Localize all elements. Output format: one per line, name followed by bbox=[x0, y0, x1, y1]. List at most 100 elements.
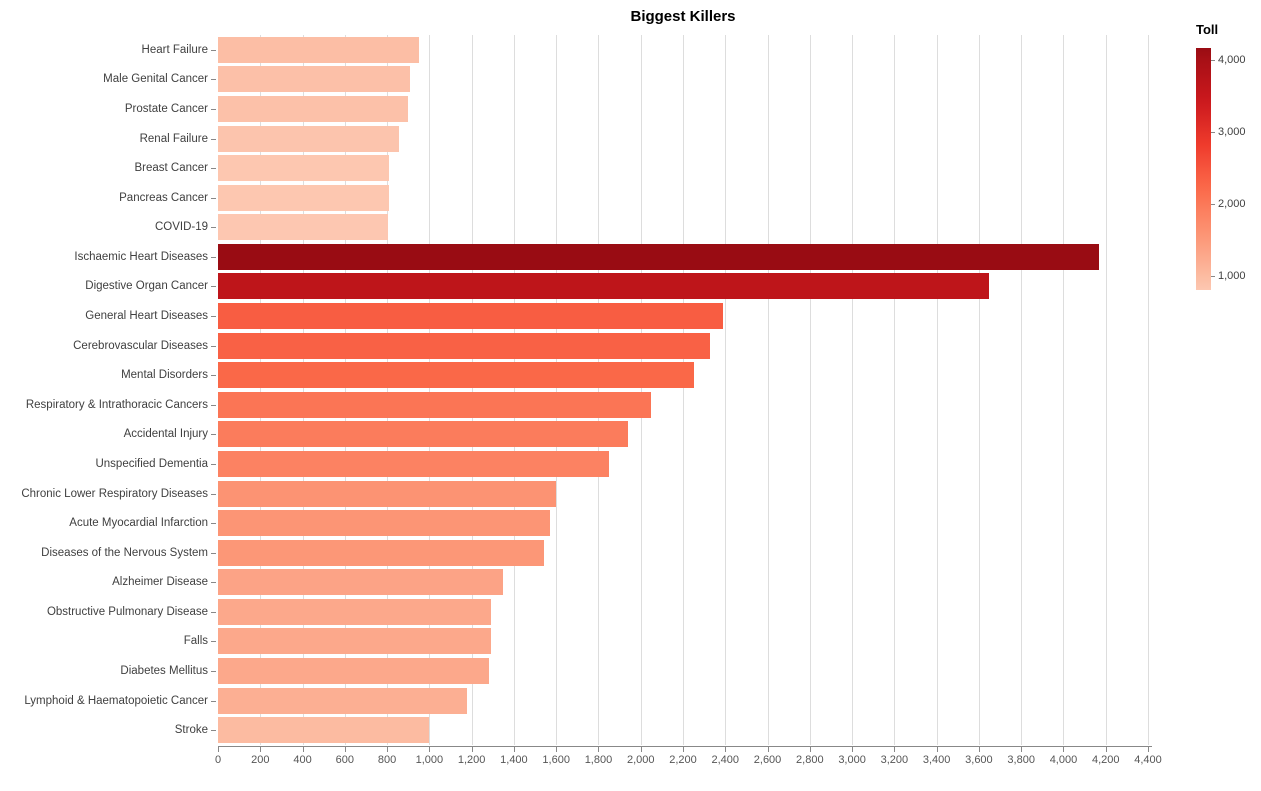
bar[interactable] bbox=[218, 687, 468, 714]
y-axis-label: Acute Myocardial Infarction bbox=[69, 517, 208, 530]
y-axis-label: Falls bbox=[183, 635, 208, 648]
y-axis-label: Diseases of the Nervous System bbox=[41, 546, 208, 559]
y-axis-label: Renal Failure bbox=[139, 132, 208, 145]
y-axis-tick bbox=[211, 730, 216, 732]
x-axis-tick-label: 400 bbox=[293, 753, 312, 766]
y-axis-tick bbox=[211, 404, 216, 406]
gridline bbox=[1105, 35, 1107, 745]
bar[interactable] bbox=[218, 450, 610, 477]
gridline bbox=[387, 35, 389, 745]
y-axis-label: Pancreas Cancer bbox=[119, 191, 208, 204]
x-axis-tick-label: 0 bbox=[214, 753, 222, 766]
x-axis-tick-label: 3,200 bbox=[880, 753, 909, 766]
y-axis-label: Heart Failure bbox=[141, 43, 208, 56]
x-axis-tick bbox=[429, 746, 431, 752]
x-axis-tick-label: 1,000 bbox=[415, 753, 444, 766]
y-axis-tick bbox=[211, 375, 216, 377]
bar[interactable] bbox=[218, 658, 489, 685]
gridline bbox=[852, 35, 854, 745]
x-axis-tick bbox=[725, 746, 727, 752]
bar[interactable] bbox=[218, 66, 411, 93]
bar[interactable] bbox=[218, 125, 399, 152]
bar[interactable] bbox=[218, 273, 990, 300]
legend-gradient-bar bbox=[1196, 48, 1211, 290]
y-axis-label: Lymphoid & Haematopoietic Cancer bbox=[24, 694, 208, 707]
gridline bbox=[302, 35, 304, 745]
x-axis-tick-label: 1,200 bbox=[457, 753, 486, 766]
y-axis-label: Mental Disorders bbox=[121, 369, 208, 382]
y-axis-label: Alzheimer Disease bbox=[112, 576, 208, 589]
bar[interactable] bbox=[218, 332, 711, 359]
y-axis-tick bbox=[211, 256, 216, 258]
y-axis-tick bbox=[211, 671, 216, 673]
y-axis-tick bbox=[211, 611, 216, 613]
y-axis-label: Unspecified Dementia bbox=[95, 457, 208, 470]
y-axis-tick bbox=[211, 434, 216, 436]
legend-tick bbox=[1211, 132, 1215, 134]
y-axis-tick bbox=[211, 138, 216, 140]
y-axis-label: Accidental Injury bbox=[123, 428, 208, 441]
x-axis-tick bbox=[260, 746, 262, 752]
bar[interactable] bbox=[218, 184, 390, 211]
y-axis-label: Chronic Lower Respiratory Diseases bbox=[21, 487, 208, 500]
bar[interactable] bbox=[218, 391, 652, 418]
y-axis-tick bbox=[211, 463, 216, 465]
y-axis-label: Breast Cancer bbox=[134, 162, 208, 175]
y-axis-tick bbox=[211, 168, 216, 170]
x-axis-tick-label: 1,800 bbox=[584, 753, 613, 766]
x-axis-tick bbox=[767, 746, 769, 752]
gridline bbox=[1063, 35, 1065, 745]
x-axis-tick bbox=[894, 746, 896, 752]
gridline bbox=[344, 35, 346, 745]
y-axis-tick bbox=[211, 700, 216, 702]
bar[interactable] bbox=[218, 214, 389, 241]
y-axis-tick bbox=[211, 79, 216, 81]
x-axis-tick bbox=[852, 746, 854, 752]
x-axis-tick-label: 2,800 bbox=[796, 753, 824, 766]
x-axis-tick-label: 3,400 bbox=[922, 753, 951, 766]
bar[interactable] bbox=[218, 510, 550, 537]
bar[interactable] bbox=[218, 628, 491, 655]
gridline bbox=[767, 35, 769, 745]
gridline bbox=[598, 35, 600, 745]
y-axis-tick bbox=[211, 582, 216, 584]
bar[interactable] bbox=[218, 243, 1100, 270]
x-axis-tick-label: 3,600 bbox=[965, 753, 993, 766]
gridline bbox=[260, 35, 262, 745]
x-axis-tick bbox=[640, 746, 642, 752]
bar[interactable] bbox=[218, 36, 419, 63]
gridline bbox=[894, 35, 896, 745]
x-axis-tick-label: 1,400 bbox=[500, 753, 528, 766]
legend-tick-label: 4,000 bbox=[1218, 54, 1246, 67]
x-axis-tick-label: 200 bbox=[251, 753, 270, 766]
x-axis-tick-label: 800 bbox=[377, 753, 397, 766]
bar[interactable] bbox=[218, 303, 724, 330]
x-axis-line bbox=[218, 745, 1152, 747]
x-axis-tick-label: 600 bbox=[335, 753, 354, 766]
x-axis-tick-label: 4,400 bbox=[1134, 753, 1162, 766]
x-axis-tick bbox=[471, 746, 473, 752]
x-axis-tick bbox=[1063, 746, 1065, 752]
y-axis-label: Diabetes Mellitus bbox=[120, 665, 208, 678]
x-axis-tick-label: 3,000 bbox=[838, 753, 866, 766]
legend-tick bbox=[1211, 275, 1215, 277]
y-axis-label: COVID-19 bbox=[154, 221, 208, 234]
gridline bbox=[556, 35, 558, 745]
x-axis-tick bbox=[513, 746, 515, 752]
bar[interactable] bbox=[218, 598, 491, 625]
bar[interactable] bbox=[218, 569, 504, 596]
legend-tick-label: 1,000 bbox=[1218, 269, 1246, 282]
x-axis-tick bbox=[809, 746, 811, 752]
gridline bbox=[725, 35, 727, 745]
x-axis-tick-label: 2,600 bbox=[753, 753, 782, 766]
bar[interactable] bbox=[218, 717, 430, 744]
bar[interactable] bbox=[218, 362, 694, 389]
bar[interactable] bbox=[218, 155, 390, 182]
x-axis-tick bbox=[936, 746, 938, 752]
bar[interactable] bbox=[218, 480, 557, 507]
x-axis-tick bbox=[1105, 746, 1107, 752]
bar[interactable] bbox=[218, 539, 544, 566]
bar[interactable] bbox=[218, 95, 409, 122]
bar[interactable] bbox=[218, 421, 629, 448]
